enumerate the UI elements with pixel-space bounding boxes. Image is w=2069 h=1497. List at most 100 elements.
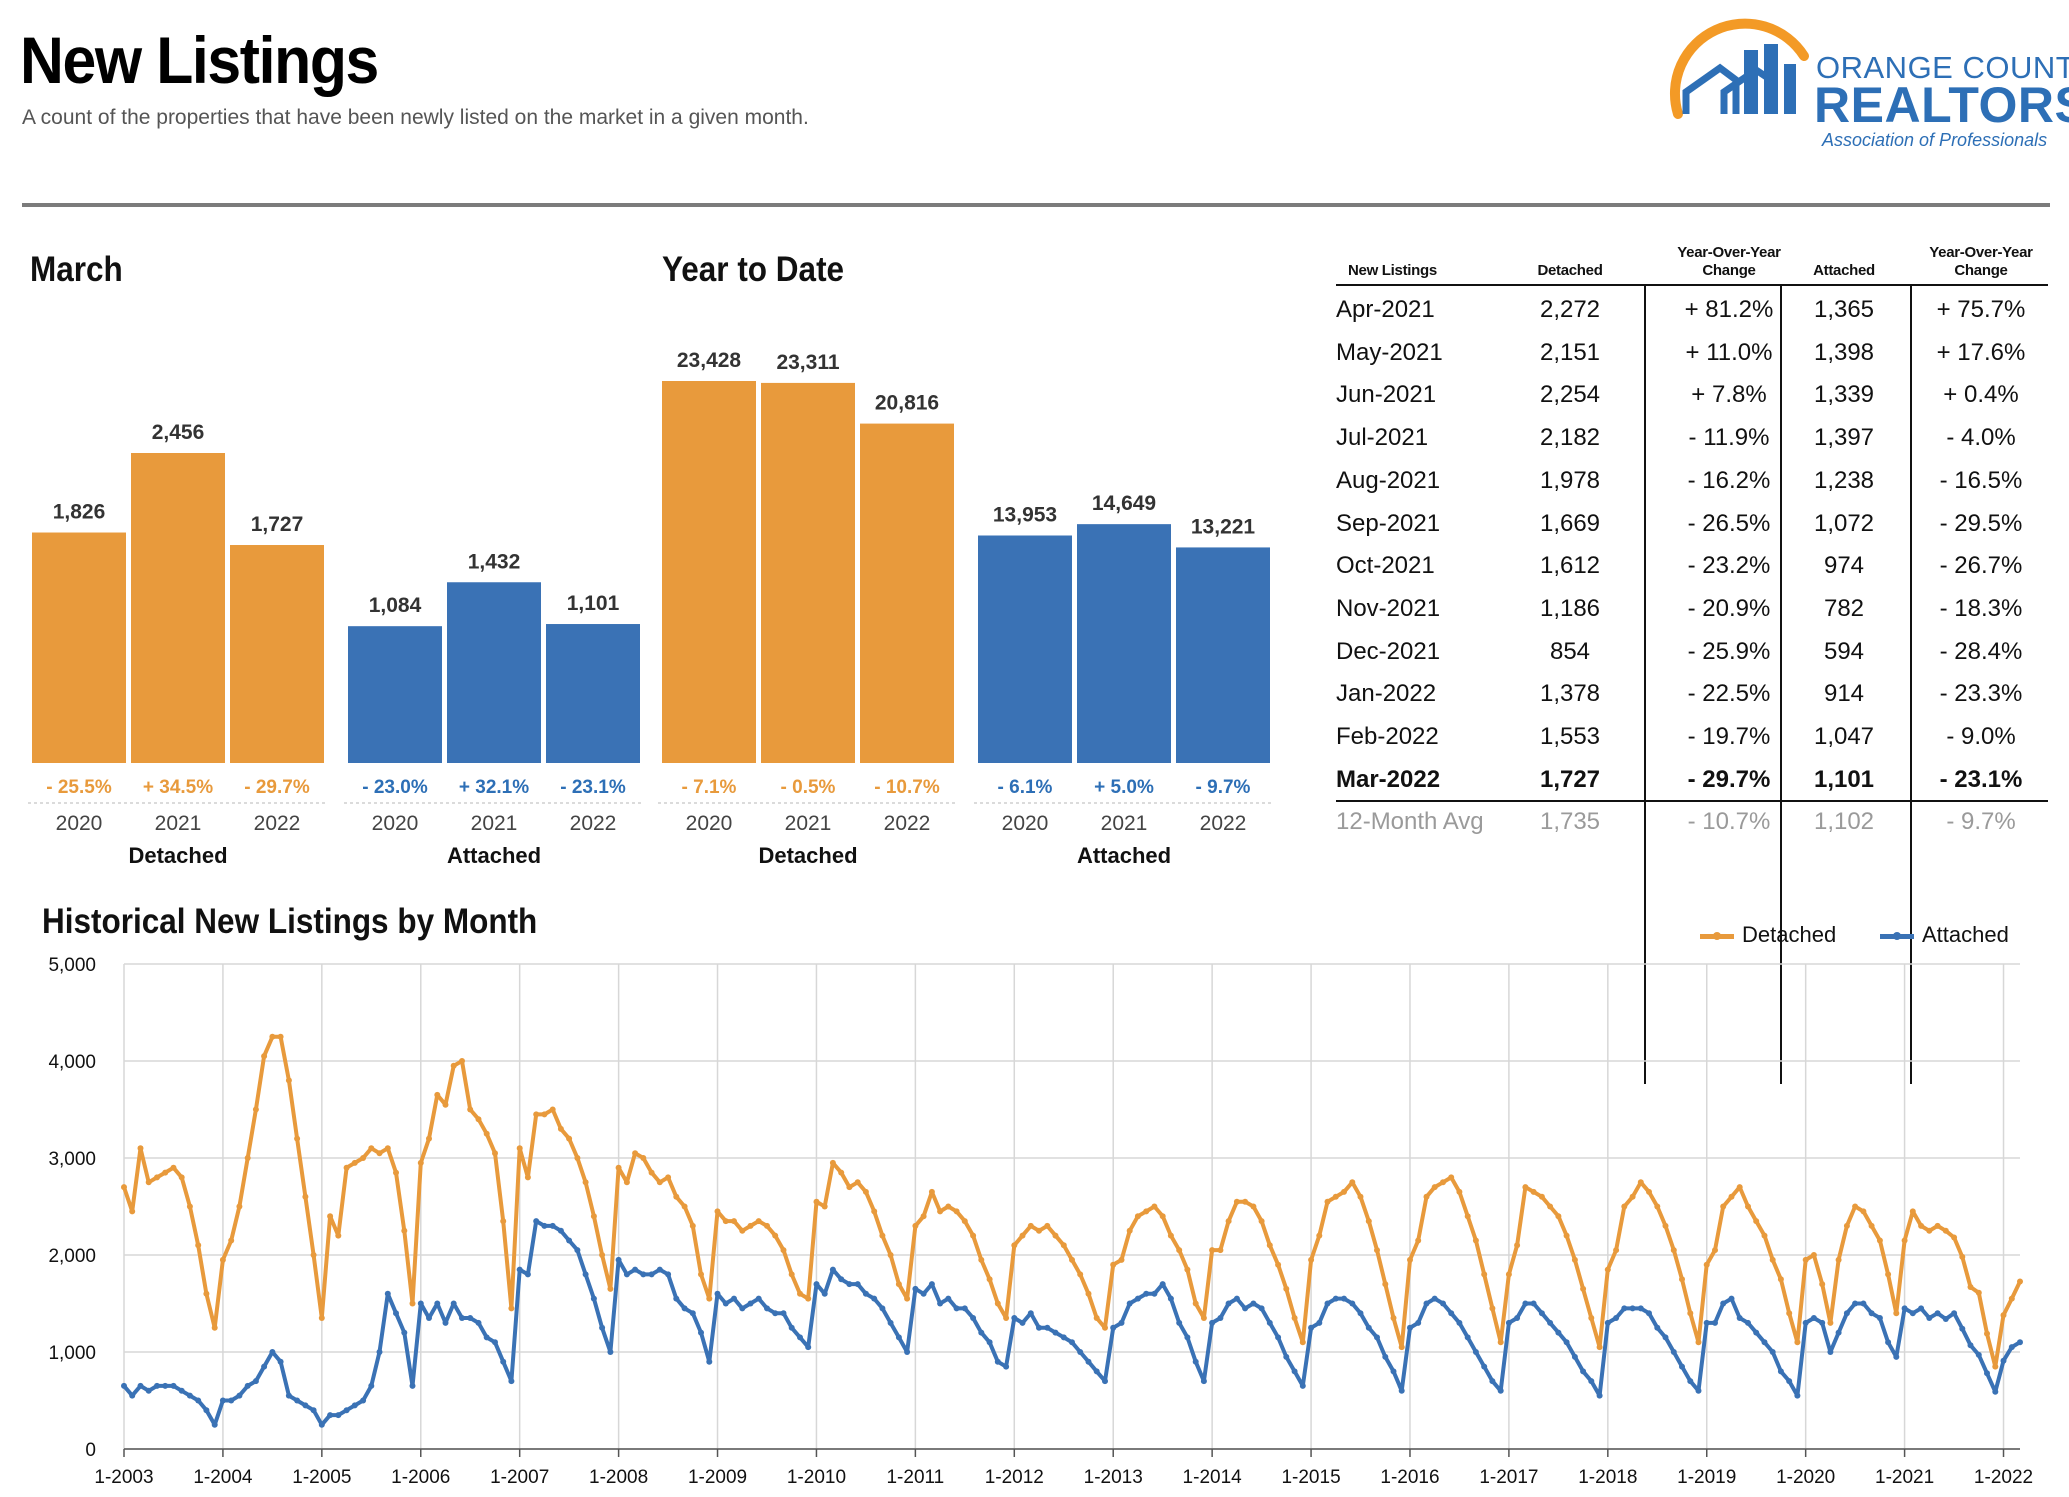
attached-point (590, 1295, 597, 1302)
x-tick-label: 1-2008 (589, 1467, 648, 1488)
detached-point (1102, 1324, 1108, 1331)
detached-point (689, 1222, 696, 1229)
detached-point (706, 1295, 713, 1302)
table-cell: - 25.9% (1687, 637, 1771, 665)
detached-point (417, 1159, 424, 1166)
logo-text-sub: Association of Professionals (1822, 130, 2048, 150)
attached-point (533, 1218, 540, 1225)
detached-point (722, 1218, 729, 1225)
detached-point (656, 1179, 663, 1186)
detached-point (862, 1188, 869, 1195)
attached-point (615, 1256, 622, 1263)
detached-point (904, 1295, 911, 1302)
table-cell: - 16.2% (1687, 466, 1771, 494)
table-cell: - 23.1% (1939, 765, 2023, 793)
y-tick-label: 4,000 (48, 1052, 96, 1073)
detached-point (1835, 1256, 1842, 1263)
house-logo-icon (1669, 18, 1809, 119)
attached-point (269, 1349, 276, 1355)
attached-point (937, 1300, 944, 1307)
detached-point (1036, 1227, 1042, 1234)
table-cell: 914 (1823, 680, 1865, 708)
detached-point (1316, 1232, 1323, 1239)
detached-point (1134, 1213, 1141, 1220)
detached-point (1093, 1315, 1100, 1321)
attached-point (1134, 1295, 1141, 1302)
detached-point (524, 1174, 531, 1181)
detached-point (228, 1237, 235, 1244)
ytd-attached-year-label: 2020 (1002, 812, 1049, 835)
table-cell: 1,365 (1813, 296, 1875, 323)
detached-point (145, 1179, 152, 1186)
march-title: March (30, 250, 123, 289)
detached-point (1992, 1363, 1999, 1370)
detached-point (928, 1188, 935, 1195)
table-cell: - 19.7% (1687, 723, 1771, 750)
detached-point (368, 1145, 375, 1152)
x-tick-label: 1-2013 (1084, 1467, 1143, 1488)
table-footer-row: 12-Month Avg 1,735 - 10.7% 1,102 - 9.7% (1336, 802, 2048, 844)
detached-point (805, 1295, 812, 1302)
detached-point (813, 1198, 820, 1205)
detached-point (648, 1169, 655, 1176)
ytd-attached-bar-2021 (1077, 524, 1171, 763)
detached-point (1745, 1203, 1751, 1210)
detached-point (920, 1213, 927, 1220)
detached-point (186, 1203, 193, 1210)
table-row: Mar-2022 1,727 - 29.7% 1,101 - 23.1% (1336, 760, 2048, 802)
detached-point (219, 1256, 226, 1263)
table-cell: - 16.5% (1939, 466, 2023, 494)
detached-point (846, 1184, 853, 1191)
detached-point (945, 1203, 952, 1210)
attached-point (821, 1290, 828, 1297)
attached-point (401, 1329, 408, 1336)
ytd-attached-bar-2022 (1176, 547, 1270, 763)
attached-point (656, 1266, 663, 1273)
attached-point (1662, 1334, 1669, 1341)
detached-point (434, 1091, 441, 1098)
attached-point (1835, 1329, 1842, 1336)
detached-point (162, 1169, 169, 1176)
detached-point (1497, 1339, 1504, 1346)
detached-point (1464, 1213, 1471, 1220)
attached-point (747, 1300, 754, 1307)
attached-point (1885, 1339, 1892, 1346)
detached-point (615, 1164, 622, 1171)
march-attached-change-label: - 23.0% (362, 777, 428, 798)
attached-point (1069, 1339, 1075, 1346)
detached-point (1802, 1256, 1809, 1263)
attached-point (310, 1407, 317, 1414)
attached-point (1827, 1349, 1834, 1355)
historical-line-chart: 0 1,000 2,000 3,000 4,000 5,000 1-2003 1-2004 1-… (48, 955, 2033, 1488)
attached-point (351, 1402, 358, 1409)
attached-point (492, 1339, 498, 1346)
detached-point (590, 1213, 597, 1220)
detached-point (1827, 1319, 1834, 1326)
attached-point (1151, 1290, 1158, 1297)
ytd-title: Year to Date (662, 250, 845, 289)
x-tick-label: 1-2020 (1776, 1467, 1835, 1488)
table-row: Jan-2022 1,378 - 22.5% 914 - 23.3% (1336, 674, 2048, 716)
detached-point (1613, 1247, 1620, 1254)
attached-point (1571, 1353, 1578, 1360)
y-tick-label: 0 (85, 1440, 96, 1461)
attached-point (1909, 1310, 1916, 1317)
attached-point (1456, 1319, 1463, 1326)
attached-point (755, 1295, 762, 1302)
ytd-detached-year-label: 2020 (686, 812, 733, 835)
detached-point (1967, 1284, 1974, 1290)
ytd-detached-year-label: 2021 (785, 812, 832, 835)
attached-point (219, 1397, 226, 1404)
attached-point (1975, 1351, 1982, 1358)
attached-point (1085, 1358, 1092, 1365)
attached-point (978, 1329, 985, 1336)
table-cell: - 18.3% (1939, 594, 2023, 622)
detached-point (1341, 1188, 1347, 1195)
table-divider-2 (1780, 286, 1782, 1084)
legend-swatch-attached (1880, 931, 1914, 940)
attached-point (640, 1271, 647, 1278)
attached-point (318, 1421, 325, 1428)
march-attached-value-label: 1,432 (468, 550, 521, 573)
x-tick-label: 1-2019 (1677, 1467, 1736, 1488)
ytd-detached-change-label: - 7.1% (682, 777, 737, 798)
